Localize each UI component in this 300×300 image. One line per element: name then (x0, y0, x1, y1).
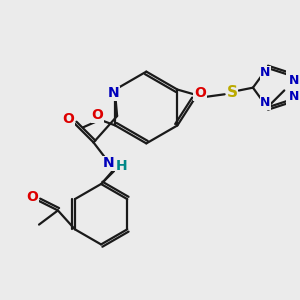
Text: O: O (26, 190, 38, 204)
Text: N: N (260, 96, 271, 109)
Text: N: N (289, 90, 299, 103)
Text: O: O (92, 108, 103, 122)
Text: N: N (107, 86, 119, 100)
Text: H: H (116, 159, 128, 173)
Text: S: S (227, 85, 238, 100)
Text: O: O (62, 112, 74, 126)
Text: O: O (194, 86, 206, 100)
Text: N: N (103, 156, 114, 170)
Text: N: N (260, 66, 271, 79)
Text: N: N (289, 74, 299, 87)
